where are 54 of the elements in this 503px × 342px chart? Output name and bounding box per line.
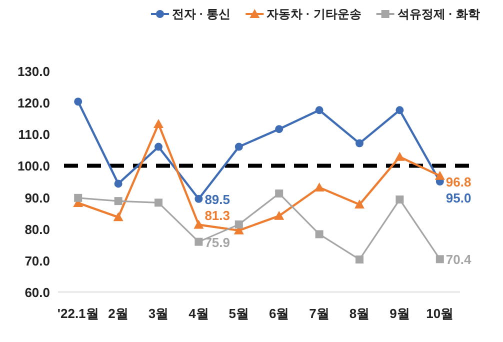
point (194, 238, 203, 246)
data-label: 75.9 (204, 234, 230, 250)
x-tick-label: 3월 (148, 306, 169, 321)
y-tick-label: 110.0 (18, 127, 50, 142)
data-label: 89.5 (204, 192, 230, 207)
point (436, 255, 444, 264)
y-tick-label: 100.0 (17, 158, 50, 174)
x-tick-label: 8월 (349, 306, 370, 321)
y-tick-label: 60.0 (24, 285, 50, 300)
y-tick-label: 80.0 (24, 222, 50, 237)
data-label: 81.3 (204, 208, 230, 223)
y-tick-label: 90.0 (24, 190, 50, 206)
point (396, 195, 404, 204)
x-tick-label: 9월 (390, 306, 410, 321)
point (194, 194, 203, 203)
legend-label: 석유정제 · 화학 (397, 7, 480, 21)
point (113, 212, 124, 222)
point (114, 180, 122, 188)
point (114, 197, 122, 206)
point (275, 125, 284, 134)
point (154, 119, 164, 128)
point (194, 220, 204, 229)
point (275, 189, 284, 198)
point (234, 142, 243, 151)
point (274, 210, 284, 220)
legend-label: 전자 · 통신 (172, 7, 231, 21)
legend-label: 자동차 · 기타운송 (266, 7, 362, 21)
point (356, 139, 364, 148)
point (434, 170, 445, 180)
point (74, 194, 82, 202)
point (315, 230, 324, 238)
x-tick-label: 10월 (426, 306, 454, 321)
y-tick-label: 120.0 (17, 96, 50, 111)
point (315, 106, 324, 114)
point (74, 98, 82, 106)
x-tick-label: 2월 (108, 306, 128, 321)
data-label: 95.0 (446, 190, 472, 206)
point (396, 106, 404, 114)
y-tick-label: 130.0 (17, 64, 50, 79)
point (314, 182, 324, 192)
point (154, 198, 162, 207)
point (356, 255, 364, 264)
x-tick-label: '22.1월 (57, 306, 99, 321)
point (154, 142, 162, 151)
point (394, 152, 405, 161)
point (354, 200, 364, 209)
x-tick-label: 6월 (268, 306, 290, 321)
data-label: 96.8 (446, 174, 472, 190)
x-tick-label: 7월 (309, 306, 330, 321)
y-tick-label: 70.0 (24, 253, 50, 268)
point (234, 220, 243, 228)
data-label: 70.4 (446, 252, 472, 268)
x-tick-label: 4월 (188, 306, 209, 321)
x-tick-label: 5월 (228, 306, 250, 321)
